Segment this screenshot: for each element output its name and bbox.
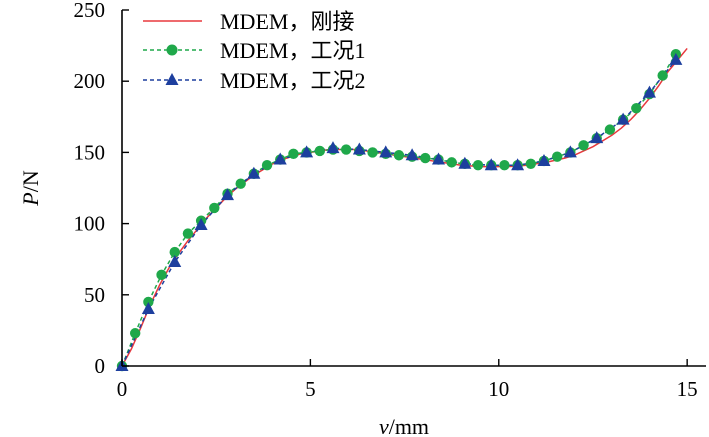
data-point-case1 <box>472 160 484 171</box>
data-point-case2 <box>405 148 419 161</box>
svg-text:v/mm: v/mm <box>379 414 429 437</box>
y-tick-label: 100 <box>74 212 106 236</box>
data-point-case1 <box>129 328 141 339</box>
data-point-case1 <box>631 103 642 114</box>
x-axis-title: v/mm <box>379 414 429 437</box>
data-point-case1 <box>261 160 273 171</box>
data-point-case2 <box>669 52 683 65</box>
data-point-case2 <box>458 156 472 169</box>
legend-marker-case2 <box>165 73 179 85</box>
y-axis-variable: P <box>18 192 43 206</box>
legend-label-case1: MDEM，工况1 <box>220 38 365 63</box>
data-point-case1 <box>169 246 180 258</box>
data-point-case1 <box>578 140 589 151</box>
y-axis-title: P/N <box>18 170 43 207</box>
y-tick-label: 150 <box>74 140 106 164</box>
data-point-case2 <box>616 112 630 125</box>
legend: MDEM，刚接 MDEM，工况1 MDEM，工况2 <box>143 9 365 93</box>
legend-label-case2: MDEM，工况2 <box>220 68 365 93</box>
axes <box>121 10 706 367</box>
data-point-case1 <box>209 202 220 214</box>
data-point-case1 <box>604 124 616 135</box>
data-point-case2 <box>642 85 656 98</box>
legend-item-rigid: MDEM，刚接 <box>143 9 354 34</box>
plot-markers <box>115 48 683 372</box>
legend-label-rigid: MDEM，刚接 <box>220 9 354 34</box>
data-point-case1 <box>525 158 536 169</box>
data-point-case1 <box>393 150 405 161</box>
y-tick-label: 50 <box>84 283 105 307</box>
data-point-case2 <box>273 152 287 165</box>
series-line-0 <box>121 47 688 367</box>
svg-text:P/N: P/N <box>18 170 43 207</box>
data-point-case1 <box>156 269 167 281</box>
data-point-case2 <box>326 141 340 154</box>
series-line-2 <box>121 59 677 367</box>
data-point-case2 <box>590 131 604 144</box>
legend-marker-case1 <box>166 44 178 56</box>
x-axis-unit: /mm <box>389 414 429 437</box>
y-tick-label: 250 <box>74 0 106 22</box>
data-point-case2 <box>431 152 445 165</box>
data-point-case2 <box>484 158 498 171</box>
x-tick-label: 5 <box>305 377 316 401</box>
data-point-case1 <box>367 147 378 158</box>
y-axis-unit: /N <box>18 170 43 192</box>
data-point-case2 <box>563 145 577 158</box>
data-point-case1 <box>657 70 668 81</box>
data-point-case1 <box>235 178 246 189</box>
data-point-case1 <box>182 228 194 239</box>
data-point-case1 <box>499 160 510 171</box>
series-line-1 <box>121 53 677 367</box>
data-point-case1 <box>314 145 326 157</box>
x-tick-label: 15 <box>677 377 698 401</box>
ticks <box>121 9 688 367</box>
data-point-case2 <box>168 255 182 268</box>
data-point-case2 <box>247 166 261 179</box>
data-point-case2 <box>511 158 525 171</box>
data-point-case1 <box>446 157 457 168</box>
data-point-case1 <box>420 152 431 164</box>
data-point-case2 <box>537 153 551 166</box>
data-point-case2 <box>194 218 208 231</box>
legend-item-case2: MDEM，工况2 <box>143 68 365 93</box>
data-point-case2 <box>141 302 155 315</box>
data-point-case1 <box>143 296 154 308</box>
x-axis-variable: v <box>379 414 389 437</box>
data-point-case1 <box>288 148 299 160</box>
y-tick-label: 200 <box>74 69 106 93</box>
x-tick-label: 0 <box>117 377 128 401</box>
data-point-case2 <box>221 188 234 201</box>
data-point-case2 <box>352 142 366 155</box>
data-point-case2 <box>300 145 314 158</box>
legend-item-case1: MDEM，工况1 <box>143 38 365 63</box>
data-point-case1 <box>340 144 352 155</box>
data-point-case1 <box>551 151 563 162</box>
plot-lines <box>121 47 688 367</box>
x-tick-label: 10 <box>488 377 509 401</box>
data-point-case2 <box>379 145 393 158</box>
y-tick-label: 0 <box>95 354 106 378</box>
